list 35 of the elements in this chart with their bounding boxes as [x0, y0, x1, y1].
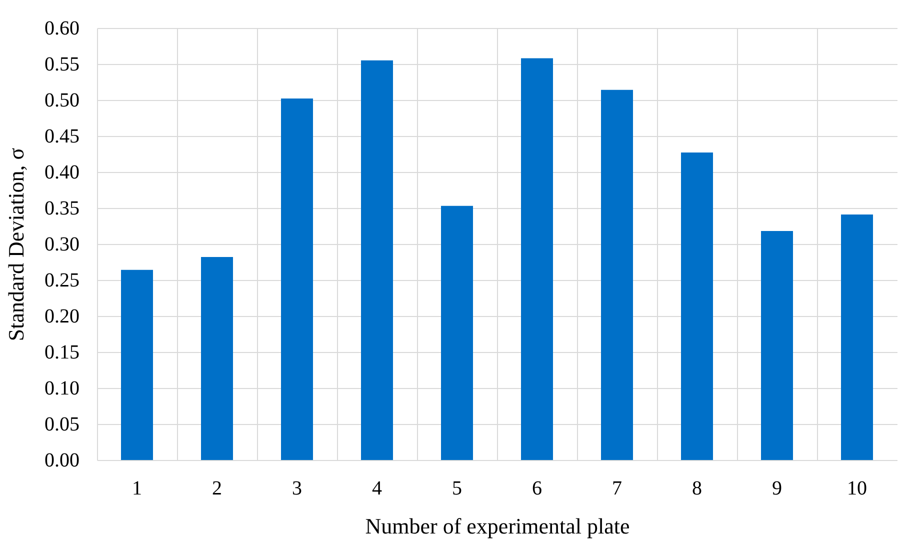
x-axis-title: Number of experimental plate	[365, 514, 630, 538]
y-tick-label: 0.15	[44, 342, 80, 364]
bar	[121, 270, 153, 460]
y-tick-label: 0.05	[44, 414, 80, 436]
y-tick-label: 0.25	[44, 270, 80, 292]
x-tick-label: 7	[612, 478, 622, 500]
bar	[441, 206, 473, 460]
bar	[361, 60, 393, 460]
y-tick-label: 0.20	[44, 306, 80, 328]
x-tick-label: 10	[847, 478, 867, 500]
y-tick-label: 0.45	[44, 126, 80, 148]
y-tick-label: 0.10	[44, 378, 80, 400]
x-tick-label: 2	[212, 478, 222, 500]
x-tick-label: 8	[692, 478, 702, 500]
bar	[841, 214, 873, 460]
bar	[601, 90, 633, 460]
x-tick-label: 9	[772, 478, 782, 500]
y-axis-title: Standard Deviation, σ	[4, 148, 28, 342]
x-tick-label: 1	[132, 478, 142, 500]
bar	[201, 256, 233, 460]
bar	[761, 231, 793, 460]
y-tick-label: 0.00	[44, 450, 80, 472]
x-tick-label: 5	[452, 478, 462, 500]
y-tick-label: 0.30	[44, 234, 80, 256]
y-tick-label: 0.50	[44, 90, 80, 112]
y-tick-label: 0.60	[44, 18, 80, 40]
y-tick-label: 0.40	[44, 162, 80, 184]
y-tick-label: 0.55	[44, 54, 80, 76]
x-tick-label: 6	[532, 478, 542, 500]
x-tick-label: 3	[292, 478, 302, 500]
bar	[281, 98, 313, 460]
y-tick-label: 0.35	[44, 198, 80, 220]
x-tick-label: 4	[372, 478, 382, 500]
bar	[681, 152, 713, 460]
bar	[521, 58, 553, 460]
